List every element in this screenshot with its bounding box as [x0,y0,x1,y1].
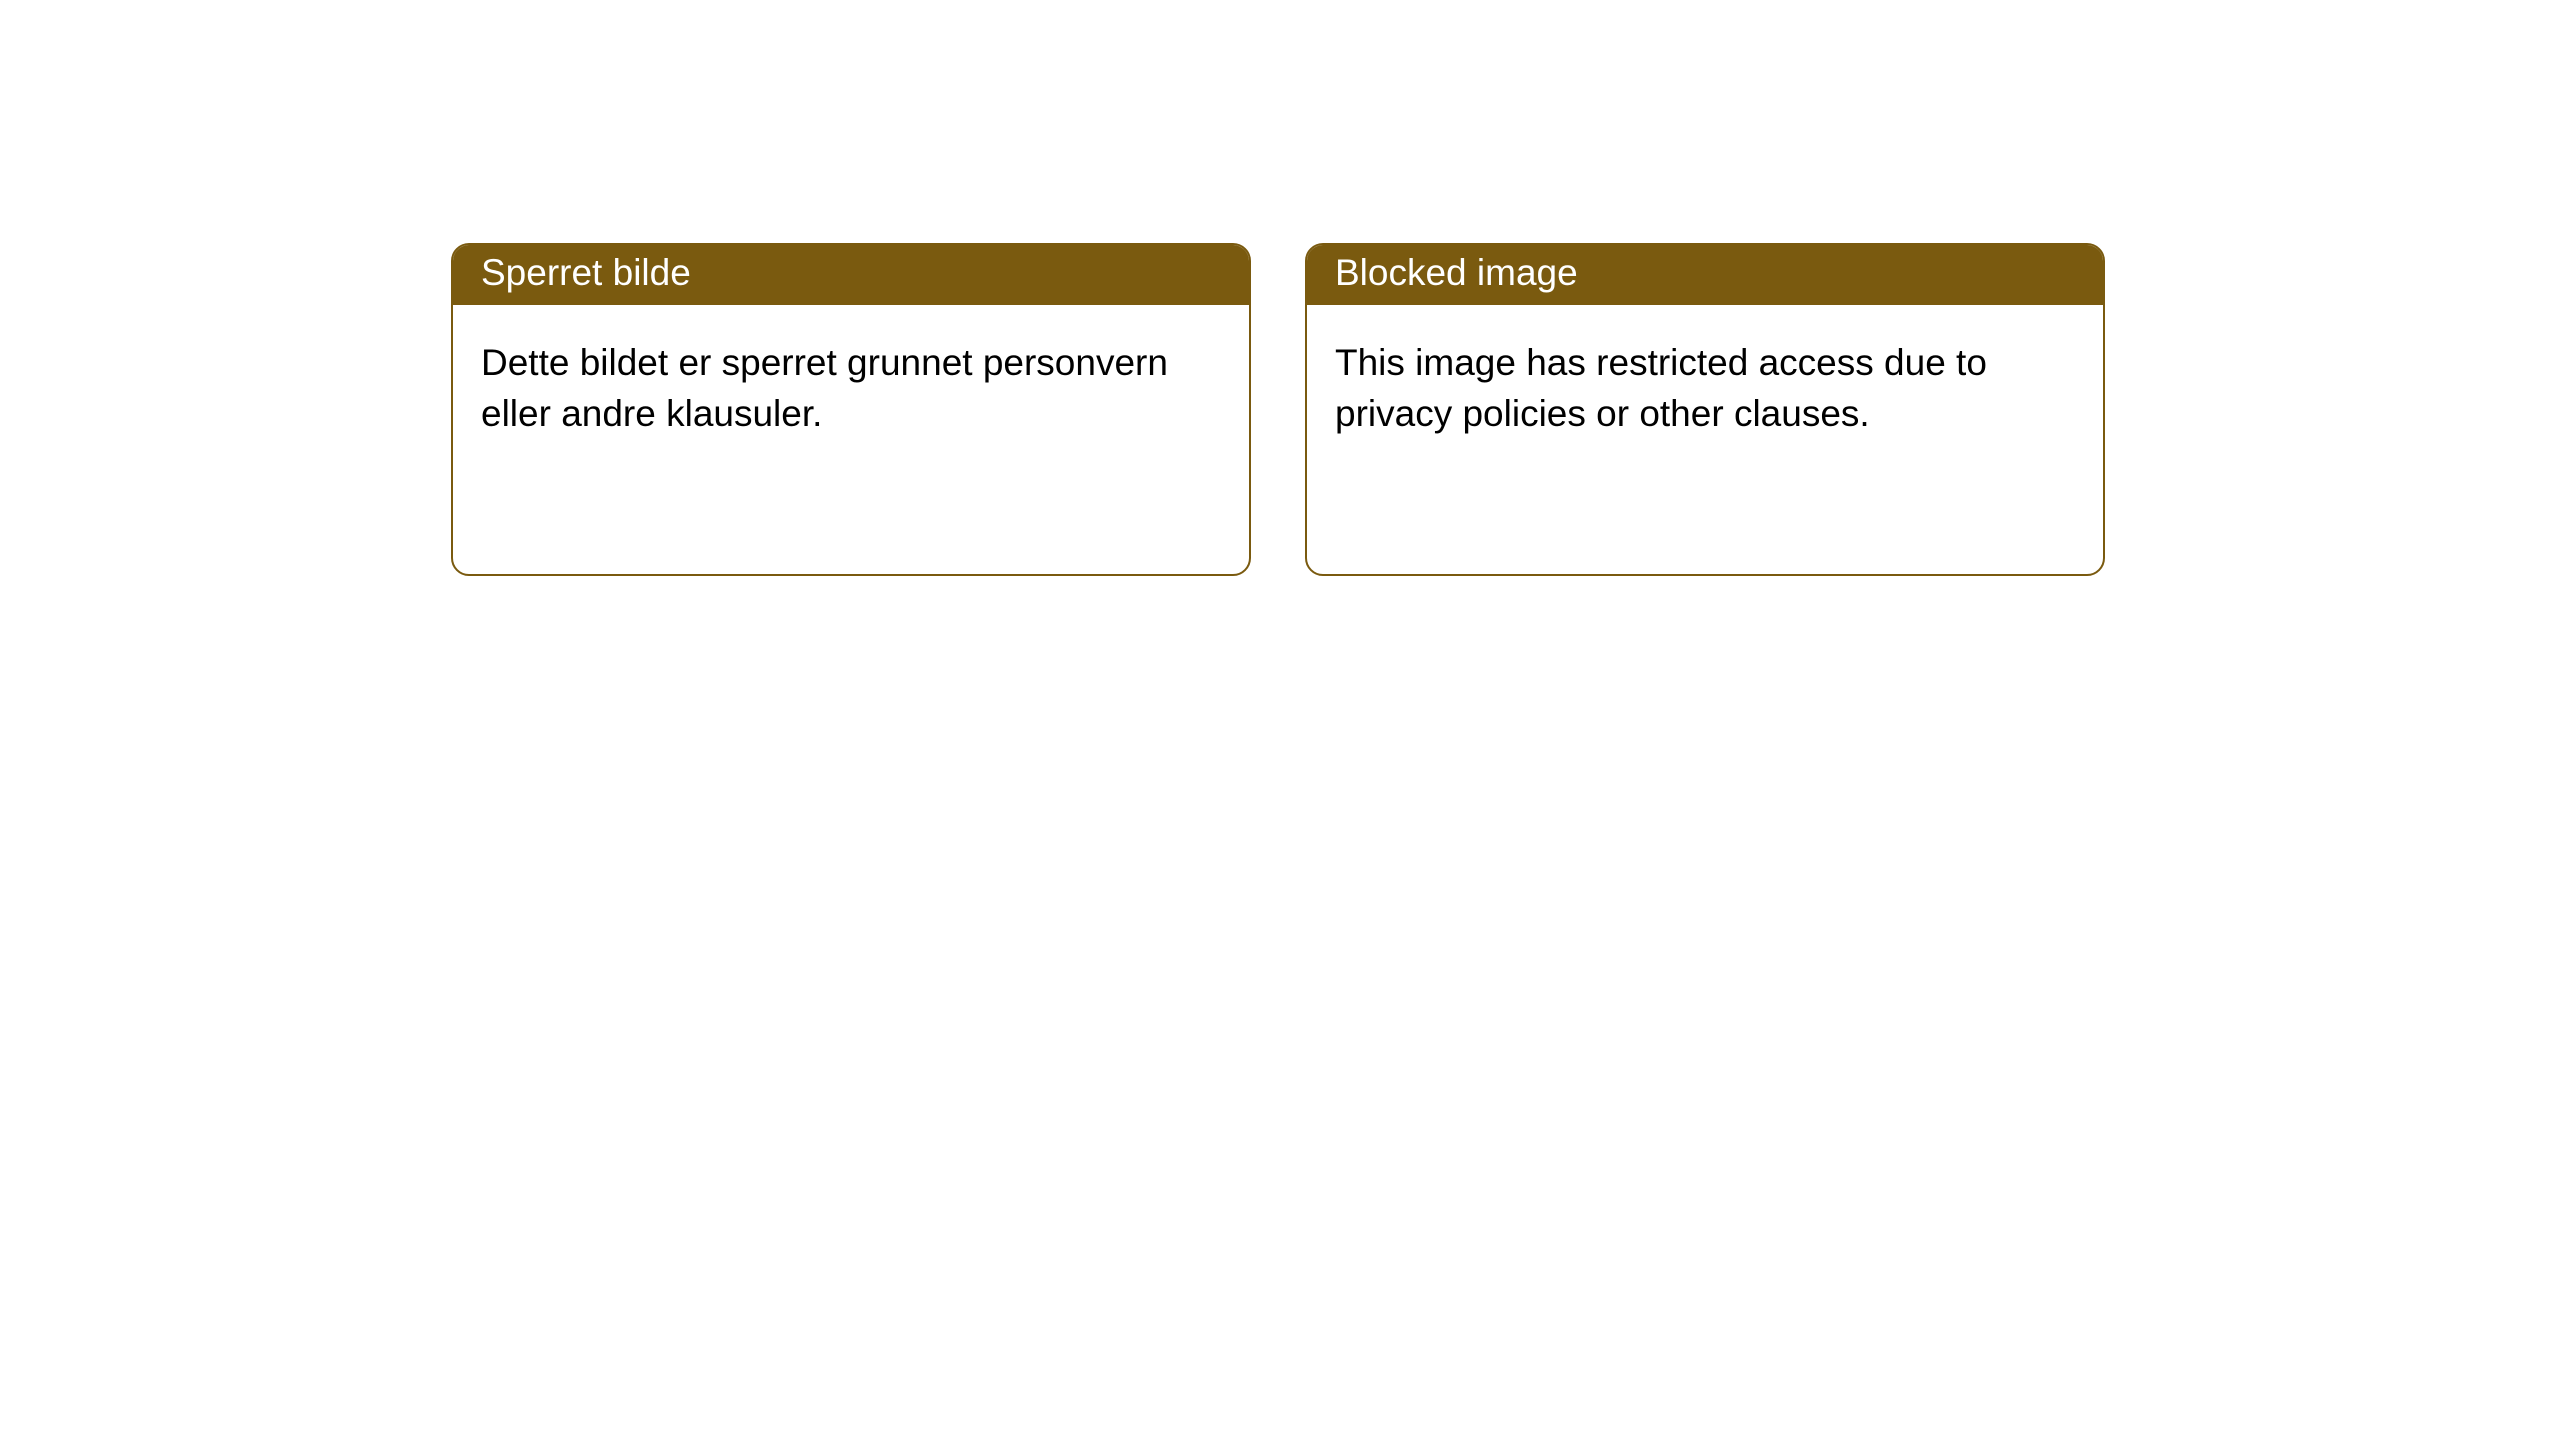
card-title: Sperret bilde [453,245,1249,305]
notice-card-norwegian: Sperret bilde Dette bildet er sperret gr… [451,243,1251,576]
card-title: Blocked image [1307,245,2103,305]
card-body-text: This image has restricted access due to … [1307,305,2103,471]
notice-cards-container: Sperret bilde Dette bildet er sperret gr… [451,243,2105,576]
notice-card-english: Blocked image This image has restricted … [1305,243,2105,576]
card-body-text: Dette bildet er sperret grunnet personve… [453,305,1249,471]
